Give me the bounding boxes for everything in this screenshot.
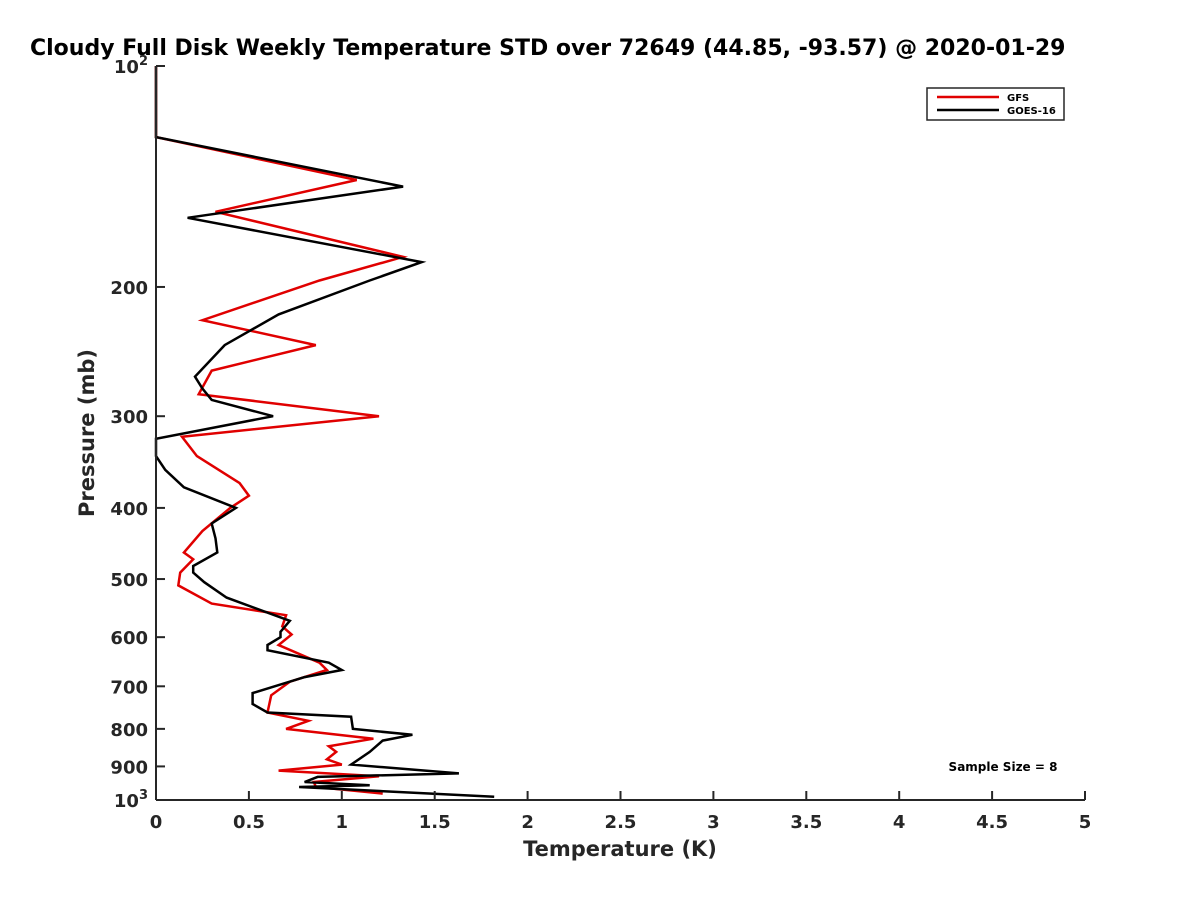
y-tick-label: 600 [110,628,148,649]
x-tick-label: 5 [1079,812,1092,833]
legend: GFS GOES-16 [926,87,1065,121]
y-axis-ticks: 102 200 300 400 500 600 700 800 900 103 [110,54,165,812]
y-tick-label: 300 [110,407,148,428]
axes [155,66,1085,801]
y-tick-label: 500 [110,570,148,591]
x-tick-label: 2.5 [605,812,637,833]
x-axis-title: Temperature (K) [523,837,717,861]
x-tick-label: 4 [893,812,906,833]
plot-area [154,66,495,799]
y-tick-label: 102 [114,54,148,78]
x-tick-label: 1 [336,812,349,833]
series-line-gfs [154,66,409,795]
x-tick-label: 0.5 [233,812,265,833]
x-tick-label: 4.5 [976,812,1008,833]
y-axis-title: Pressure (mb) [75,349,99,517]
legend-label: GOES-16 [1007,106,1056,117]
x-tick-label: 0 [150,812,163,833]
x-tick-label: 3 [707,812,720,833]
x-axis-ticks: 0 0.5 1 1.5 2 2.5 3 3.5 4 4.5 5 [150,791,1092,833]
y-tick-label: 900 [110,757,148,778]
legend-label: GFS [1007,93,1029,104]
y-tick-label: 103 [114,788,148,812]
legend-box [926,87,1065,121]
x-tick-label: 3.5 [790,812,822,833]
y-tick-label: 200 [110,278,148,299]
y-tick-label: 700 [110,677,148,698]
x-tick-label: 1.5 [419,812,451,833]
chart-title: Cloudy Full Disk Weekly Temperature STD … [30,36,1065,61]
series-line-goes-16 [154,66,495,799]
y-tick-label: 400 [110,499,148,520]
sample-size-note: Sample Size = 8 [949,760,1058,774]
x-tick-label: 2 [521,812,534,833]
y-tick-label: 800 [110,720,148,741]
